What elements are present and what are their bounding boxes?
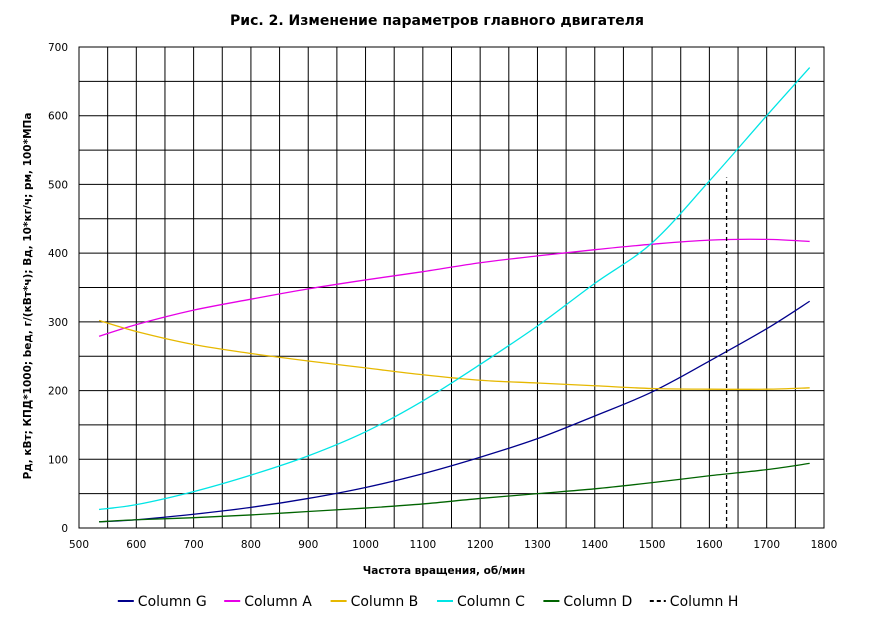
series-line-column-a [98, 238, 810, 337]
y-axis-label: Рд, кВт; КПД*1000; bед, г/(кВт*ч); Вд, 1… [22, 113, 34, 480]
y-tick-label: 600 [48, 111, 68, 123]
x-tick-label: 600 [126, 539, 146, 551]
y-tick-label: 0 [61, 523, 68, 535]
legend-item: Column D [543, 594, 632, 610]
legend-label: Column H [670, 594, 739, 610]
x-tick-label: 1600 [696, 539, 723, 551]
x-tick-label: 1400 [581, 539, 608, 551]
series-line-column-c [98, 67, 811, 511]
x-tick-label: 900 [298, 539, 318, 551]
legend: Column G Column A Column B Column C Column D… [117, 594, 739, 610]
x-tick-label: 1700 [753, 539, 780, 551]
legend-label: Column A [244, 594, 312, 610]
x-tick-label: 1800 [811, 539, 838, 551]
legend-label: Column G [138, 594, 207, 610]
y-tick-label: 700 [48, 42, 68, 54]
legend-label: Column D [563, 594, 632, 610]
series-line-column-g [99, 300, 811, 523]
legend-item: Column G [117, 594, 207, 610]
plot-frame [78, 46, 825, 529]
x-tick-label: 700 [184, 539, 204, 551]
y-tick-label: 100 [48, 454, 68, 466]
series-group [98, 67, 811, 528]
legend-label: Column C [457, 594, 525, 610]
legend-item: Column A [224, 594, 312, 610]
legend-item: Column H [649, 594, 739, 610]
y-tick-label: 500 [48, 179, 68, 191]
tick-labels: 500 600 700 800 900 1000 1100 1200 1300 1400 1500 1… [48, 42, 837, 551]
legend-label: Column B [351, 594, 419, 610]
grid [79, 47, 824, 528]
y-tick-label: 300 [48, 317, 68, 329]
series-line-column-d [99, 462, 810, 523]
y-tick-label: 200 [48, 386, 68, 398]
x-axis-label: Частота вращения, об/мин [363, 565, 525, 577]
chart-title: Рис. 2. Изменение параметров главного дв… [230, 13, 644, 29]
x-tick-label: 1200 [467, 539, 494, 551]
x-tick-label: 1300 [524, 539, 551, 551]
x-tick-label: 1100 [409, 539, 436, 551]
y-tick-label: 400 [48, 248, 68, 260]
x-tick-label: 800 [241, 539, 261, 551]
x-tick-label: 500 [69, 539, 89, 551]
x-tick-label: 1500 [639, 539, 666, 551]
x-tick-label: 1000 [352, 539, 379, 551]
legend-item: Column B [330, 594, 419, 610]
series-line-column-b [98, 319, 810, 390]
legend-item: Column C [437, 594, 525, 610]
